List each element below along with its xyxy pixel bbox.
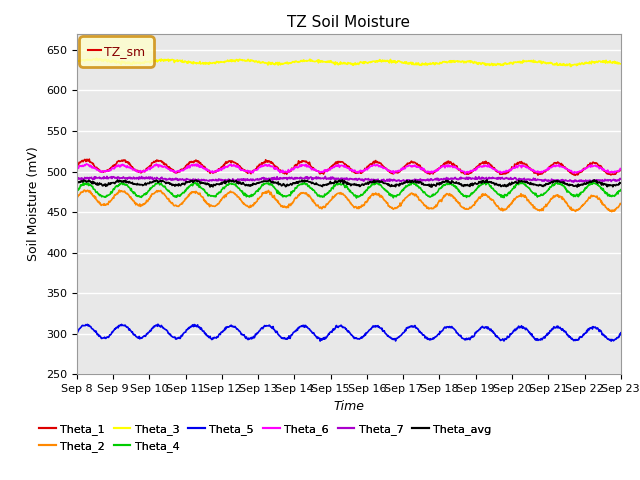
Theta_7: [617, 176, 625, 181]
Theta_3: [175, 58, 182, 63]
Line: Theta_3: Theta_3: [77, 58, 621, 67]
Theta_5: [590, 324, 598, 330]
Theta_avg: [573, 184, 581, 190]
Theta_4: [591, 180, 598, 186]
Theta_7: [99, 175, 107, 180]
Theta_6: [591, 163, 598, 168]
Theta_4: [394, 192, 402, 198]
Theta_6: [394, 168, 402, 174]
Line: Theta_5: Theta_5: [77, 324, 621, 341]
Theta_3: [394, 58, 402, 64]
Theta_1: [100, 169, 108, 175]
Y-axis label: Soil Moisture (mV): Soil Moisture (mV): [28, 146, 40, 262]
Theta_6: [461, 171, 469, 177]
Theta_avg: [394, 182, 402, 188]
Theta_6: [300, 162, 307, 168]
Line: Theta_1: Theta_1: [77, 159, 621, 175]
Theta_5: [607, 338, 615, 344]
Theta_5: [99, 335, 107, 341]
Theta_3: [93, 55, 100, 61]
Theta_4: [99, 193, 107, 199]
Theta_7: [375, 180, 383, 185]
Theta_avg: [600, 182, 607, 188]
Theta_3: [300, 59, 307, 64]
Theta_7: [299, 176, 307, 181]
Theta_3: [617, 61, 625, 67]
Line: Theta_7: Theta_7: [77, 176, 621, 182]
Theta_2: [617, 201, 625, 206]
Theta_2: [394, 204, 402, 209]
X-axis label: Time: Time: [333, 400, 364, 413]
Theta_4: [174, 192, 182, 198]
Theta_4: [600, 186, 607, 192]
Theta_4: [73, 188, 81, 194]
Theta_5: [394, 335, 402, 341]
Theta_avg: [73, 181, 81, 187]
Theta_7: [591, 178, 598, 184]
Theta_avg: [617, 180, 625, 186]
Theta_4: [299, 181, 307, 187]
Theta_7: [321, 173, 329, 179]
Theta_3: [567, 64, 575, 70]
Theta_2: [175, 204, 182, 209]
Theta_avg: [99, 183, 107, 189]
Theta_3: [100, 59, 108, 64]
Theta_6: [600, 167, 607, 173]
Theta_7: [174, 176, 182, 182]
Line: Theta_2: Theta_2: [77, 190, 621, 212]
Title: TZ Soil Moisture: TZ Soil Moisture: [287, 15, 410, 30]
Theta_3: [591, 60, 598, 66]
Theta_2: [608, 209, 616, 215]
Theta_5: [617, 330, 625, 336]
Theta_6: [83, 161, 90, 167]
Theta_1: [394, 170, 402, 176]
Theta_1: [617, 167, 625, 173]
Theta_avg: [174, 182, 182, 188]
Theta_1: [600, 167, 607, 172]
Theta_avg: [266, 177, 273, 182]
Legend: Theta_1, Theta_2, Theta_3, Theta_4, Theta_5, Theta_6, Theta_7, Theta_avg: Theta_1, Theta_2, Theta_3, Theta_4, Thet…: [39, 424, 492, 452]
Theta_1: [175, 169, 182, 175]
Theta_1: [85, 156, 93, 162]
Theta_6: [617, 166, 625, 172]
Line: Theta_6: Theta_6: [77, 164, 621, 174]
Theta_1: [572, 172, 579, 178]
Theta_3: [73, 59, 81, 64]
Theta_1: [591, 160, 598, 166]
Theta_7: [600, 178, 607, 184]
Theta_5: [175, 335, 182, 340]
Theta_1: [73, 163, 81, 169]
Theta_4: [481, 178, 489, 184]
Theta_2: [590, 193, 598, 199]
Theta_5: [154, 321, 162, 327]
Theta_5: [599, 331, 607, 336]
Theta_2: [81, 187, 88, 193]
Theta_6: [100, 168, 108, 174]
Theta_3: [600, 60, 607, 65]
Theta_7: [73, 175, 81, 180]
Theta_2: [599, 200, 607, 206]
Line: Theta_4: Theta_4: [77, 181, 621, 198]
Theta_1: [300, 158, 307, 164]
Theta_2: [300, 190, 307, 195]
Theta_6: [175, 168, 182, 174]
Line: Theta_avg: Theta_avg: [77, 180, 621, 187]
Theta_7: [395, 178, 403, 183]
Theta_4: [617, 187, 625, 192]
Theta_5: [300, 323, 307, 328]
Theta_2: [100, 203, 108, 208]
Theta_6: [73, 166, 81, 172]
Theta_2: [73, 195, 81, 201]
Theta_avg: [591, 179, 598, 184]
Theta_avg: [300, 178, 307, 184]
Theta_4: [353, 195, 360, 201]
Theta_5: [73, 328, 81, 334]
